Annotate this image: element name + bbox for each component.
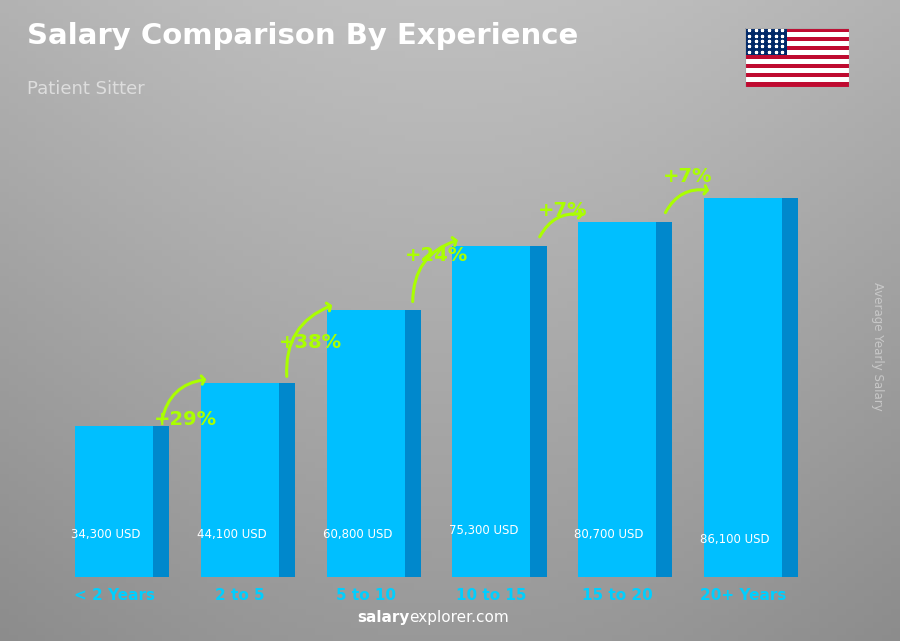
Polygon shape bbox=[201, 383, 279, 577]
Bar bbox=[745, 69, 849, 73]
Bar bbox=[745, 41, 849, 46]
Text: 44,100 USD: 44,100 USD bbox=[197, 528, 267, 541]
Polygon shape bbox=[656, 222, 672, 577]
Bar bbox=[745, 37, 849, 41]
Polygon shape bbox=[578, 222, 656, 577]
Polygon shape bbox=[404, 310, 421, 577]
Text: 60,800 USD: 60,800 USD bbox=[323, 528, 392, 540]
Bar bbox=[745, 82, 849, 87]
Polygon shape bbox=[704, 199, 782, 577]
Text: +7%: +7% bbox=[663, 167, 713, 186]
Text: 86,100 USD: 86,100 USD bbox=[700, 533, 770, 545]
Polygon shape bbox=[530, 246, 546, 577]
Text: Salary Comparison By Experience: Salary Comparison By Experience bbox=[27, 22, 578, 51]
Polygon shape bbox=[782, 199, 798, 577]
Text: salary: salary bbox=[357, 610, 410, 625]
Bar bbox=[745, 32, 849, 37]
Text: 80,700 USD: 80,700 USD bbox=[574, 528, 644, 541]
Bar bbox=[745, 60, 849, 64]
Bar bbox=[745, 46, 849, 50]
Text: Patient Sitter: Patient Sitter bbox=[27, 80, 145, 98]
Polygon shape bbox=[76, 426, 153, 577]
Text: explorer.com: explorer.com bbox=[410, 610, 509, 625]
Text: +38%: +38% bbox=[279, 333, 342, 352]
Bar bbox=[745, 50, 849, 54]
Polygon shape bbox=[153, 426, 169, 577]
Bar bbox=[745, 78, 849, 82]
Text: +7%: +7% bbox=[537, 201, 587, 220]
Bar bbox=[745, 73, 849, 78]
Polygon shape bbox=[453, 246, 530, 577]
Text: 34,300 USD: 34,300 USD bbox=[71, 528, 141, 541]
Text: +29%: +29% bbox=[154, 410, 217, 429]
Bar bbox=[745, 64, 849, 69]
Bar bbox=[745, 28, 849, 32]
Bar bbox=[745, 54, 849, 60]
Text: 75,300 USD: 75,300 USD bbox=[448, 524, 518, 537]
Text: +24%: +24% bbox=[405, 246, 468, 265]
Polygon shape bbox=[327, 310, 404, 577]
Polygon shape bbox=[279, 383, 295, 577]
Text: Average Yearly Salary: Average Yearly Salary bbox=[871, 282, 884, 410]
Bar bbox=[745, 28, 787, 54]
